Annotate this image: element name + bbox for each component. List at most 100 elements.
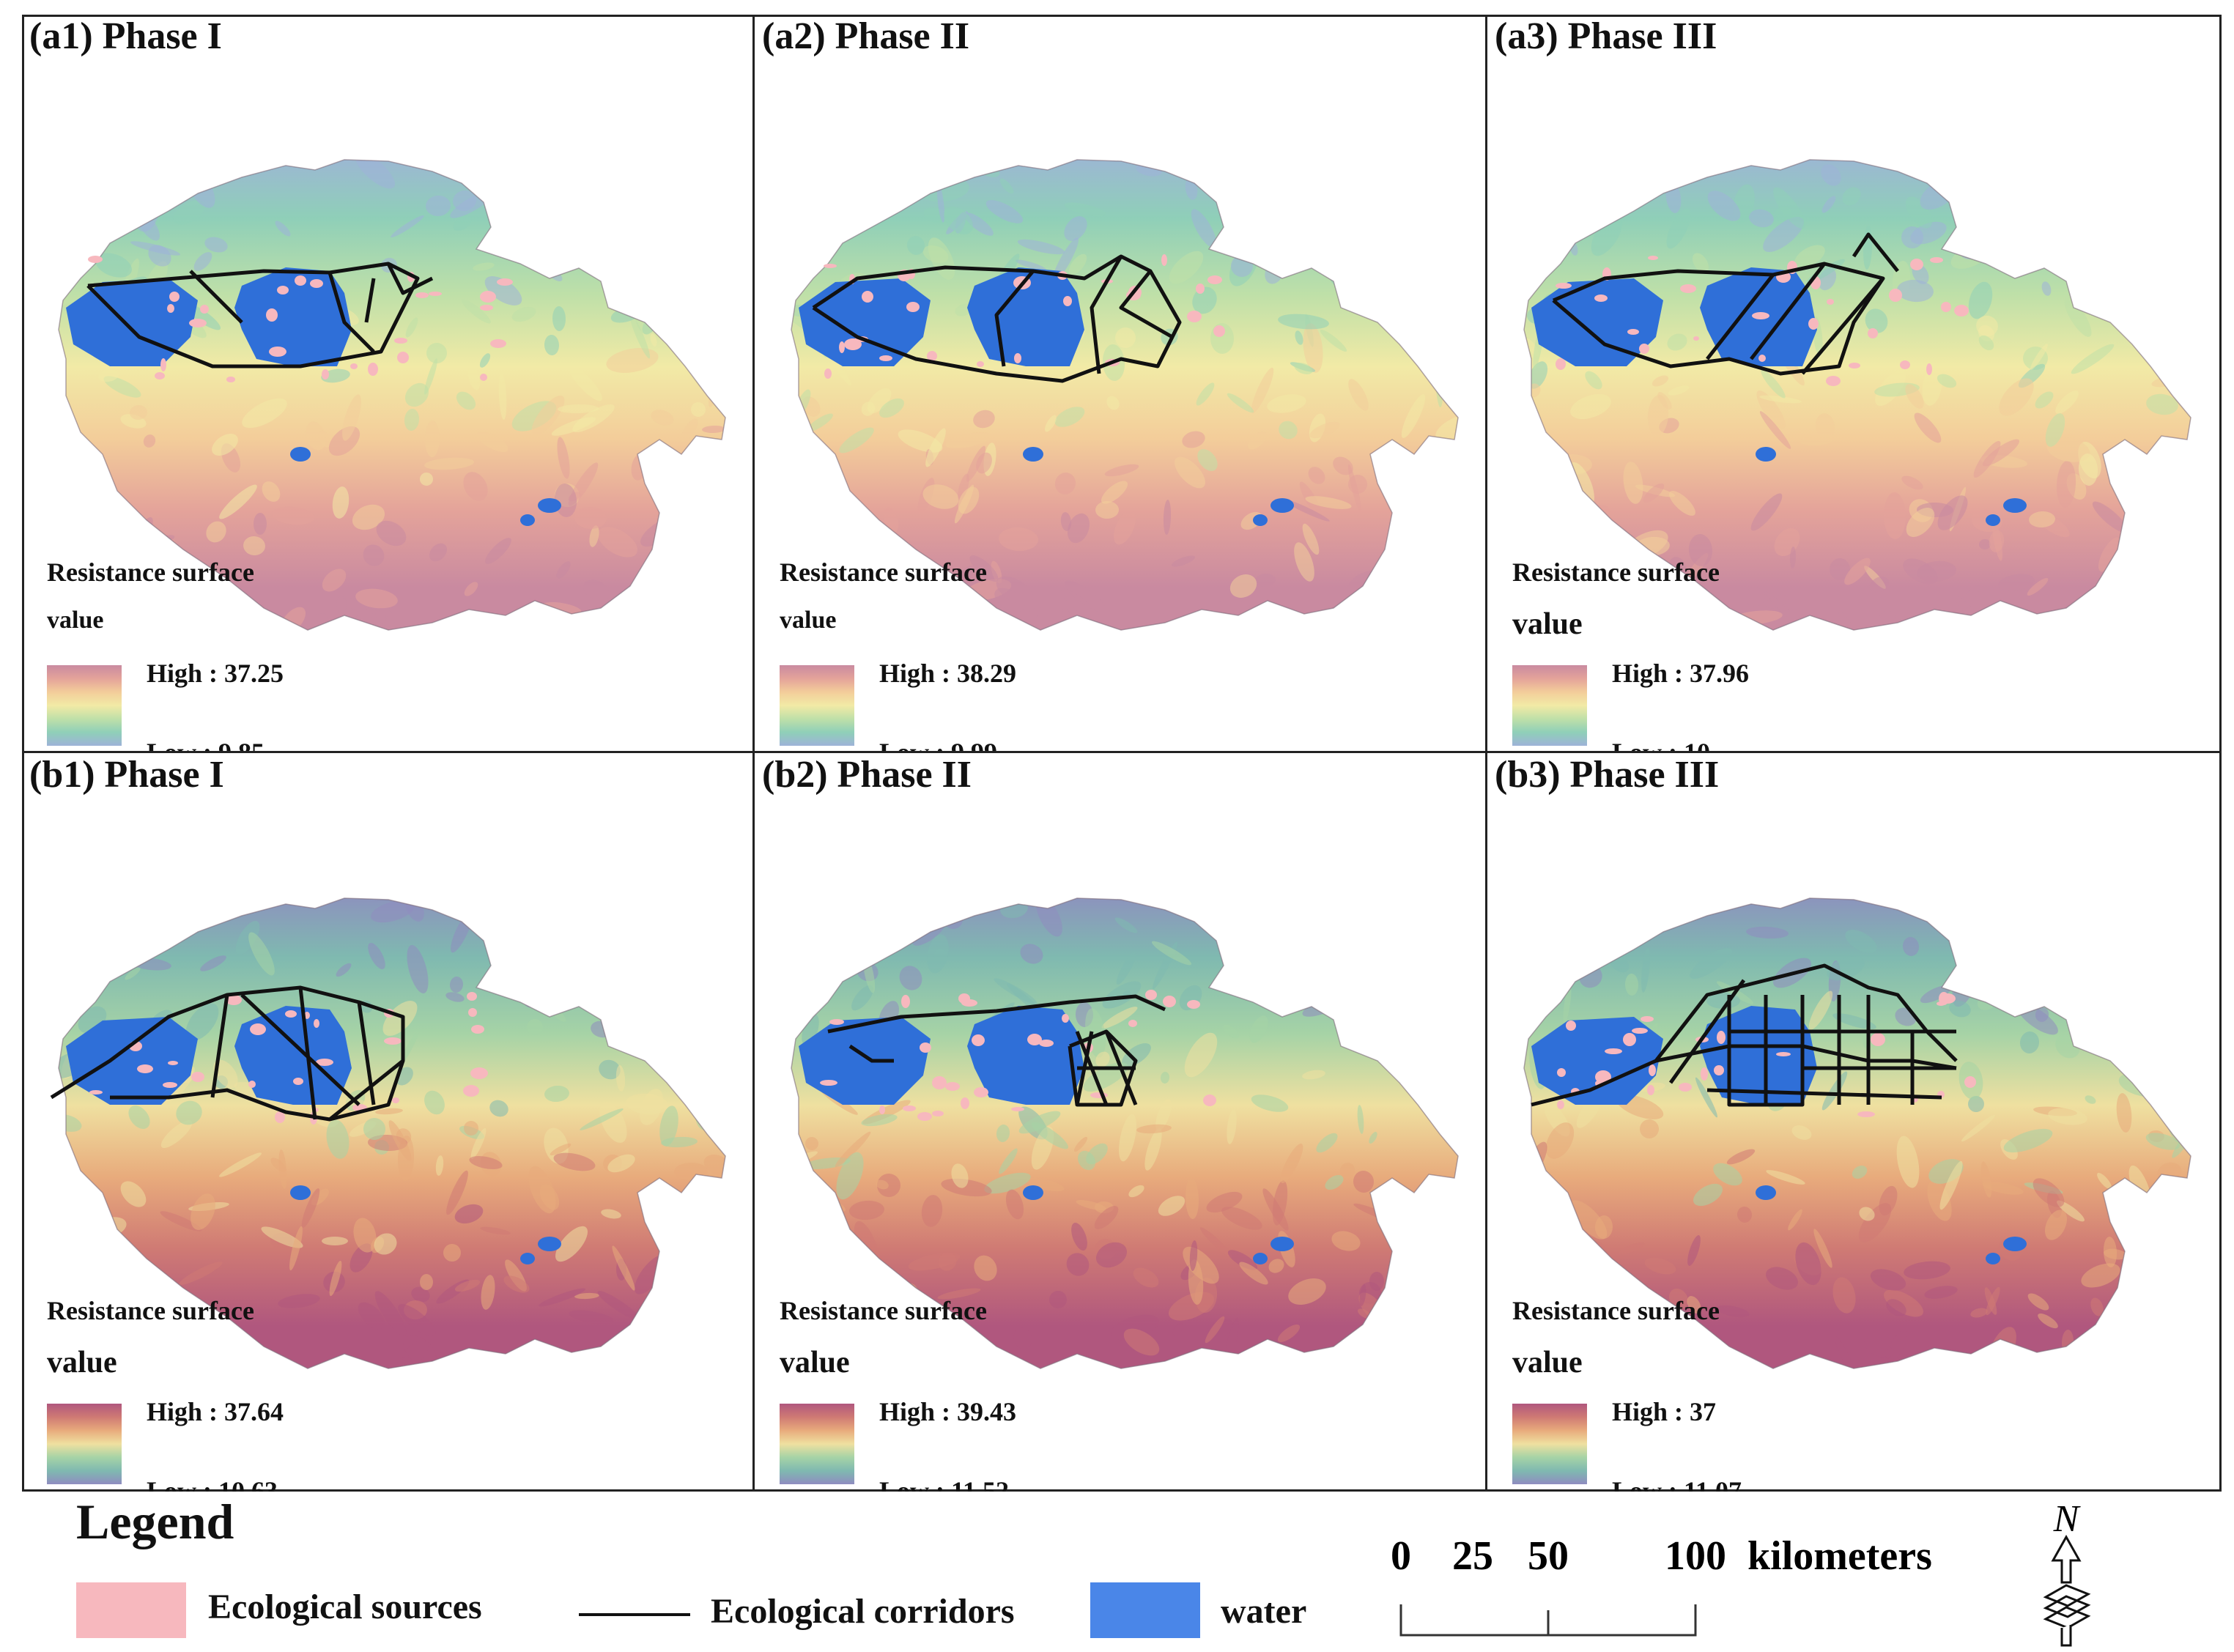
ecological-source-spot	[1776, 1052, 1791, 1056]
legend-value-label: value	[47, 607, 104, 634]
legend-high-value: High : 37.25	[147, 659, 284, 688]
scale-tick-0: 0	[1391, 1533, 1411, 1579]
ecological-source-spot	[1680, 284, 1696, 293]
ecological-source-spot	[322, 369, 329, 379]
ecological-source-spot	[1039, 1040, 1054, 1047]
lake-west	[66, 278, 198, 366]
ecological-source-spot	[480, 305, 493, 311]
legend-value-label: value	[780, 607, 837, 634]
ecological-source-spot	[415, 292, 429, 298]
ecological-source-spot	[471, 1025, 484, 1034]
panel-title-a3: (a3) Phase III	[1495, 15, 1717, 57]
legend-corridors-line	[579, 1613, 690, 1616]
resistance-map-a2	[791, 159, 1459, 631]
lake-central	[967, 1006, 1084, 1105]
ecological-source-spot	[1203, 1094, 1216, 1106]
legend-resistance-title: Resistance surface	[1512, 558, 1720, 587]
map-panel-b2: (b2) Phase II Resistance surface value High…	[755, 753, 1487, 1492]
legend-sources-swatch	[76, 1582, 186, 1638]
legend-color-ramp	[1512, 1404, 1587, 1484]
ecological-source-spot	[1827, 299, 1834, 305]
legend-water-label: water	[1221, 1592, 1307, 1631]
ecological-corridor	[210, 994, 229, 1098]
legend-low-value: Low : 11.52	[879, 1476, 1010, 1492]
ecological-source-spot	[824, 264, 837, 268]
ecological-source-spot	[277, 286, 289, 295]
ecological-source-spot	[1900, 360, 1910, 369]
legend-color-ramp	[47, 665, 122, 746]
resistance-map-a3	[1523, 159, 2192, 631]
legend-low-value: Low : 9.85	[147, 738, 265, 753]
legend-value-label: value	[1512, 1346, 1583, 1379]
panel-title-b3: (b3) Phase III	[1495, 754, 1720, 796]
ecological-source-spot	[824, 368, 832, 379]
scale-tick-100: 100	[1665, 1533, 1726, 1579]
ecological-source-spot	[1758, 355, 1766, 362]
ecological-source-spot	[1693, 336, 1699, 341]
ecological-source-spot	[160, 358, 166, 371]
ecological-source-spot	[394, 338, 407, 344]
ecological-corridor	[1531, 963, 1958, 1107]
ecological-source-spot	[1939, 993, 1956, 1004]
ecological-source-spot	[1556, 283, 1572, 289]
ecological-source-spot	[1557, 1100, 1564, 1109]
ecological-corridor	[189, 270, 243, 324]
ecological-source-spot	[1808, 318, 1819, 330]
legend-resistance-title: Resistance surface	[780, 558, 987, 587]
ecological-source-spot	[490, 339, 506, 348]
ecological-source-spot	[1647, 1085, 1654, 1095]
ecological-source-spot	[862, 291, 873, 303]
ecological-source-spot	[200, 305, 209, 314]
ecological-source-spot	[917, 1112, 932, 1121]
ecological-source-spot	[1857, 1111, 1875, 1117]
resistance-map-b3	[1523, 897, 2192, 1369]
ecological-source-spot	[1826, 376, 1841, 386]
ecological-corridor	[1706, 1088, 1942, 1100]
legend-color-ramp	[47, 1404, 122, 1484]
resistance-map-a1	[58, 159, 726, 631]
ecological-source-spot	[972, 1034, 985, 1046]
ecological-source-spot	[1639, 344, 1649, 354]
ecological-source-spot	[295, 275, 306, 286]
ecological-source-spot	[1213, 325, 1225, 337]
ecological-source-spot	[879, 355, 892, 361]
ecological-corridor	[298, 987, 317, 1120]
ecological-source-spot	[1889, 289, 1902, 302]
ecological-source-spot	[829, 1019, 844, 1025]
ecological-source-spot	[266, 308, 278, 322]
ecological-source-spot	[1648, 256, 1658, 260]
ecological-source-spot	[226, 377, 235, 382]
ecological-source-spot	[269, 347, 286, 357]
ecological-source-spot	[920, 1042, 931, 1053]
ecological-source-spot	[1717, 1031, 1726, 1044]
ecological-source-spot	[1163, 996, 1176, 1007]
ecological-source-spot	[463, 1085, 479, 1097]
ecological-source-spot	[1161, 254, 1167, 266]
legend-high-value: High : 37	[1612, 1397, 1717, 1426]
ecological-source-spot	[285, 1010, 297, 1018]
ecological-source-spot	[293, 1078, 303, 1085]
map-panel-b3: (b3) Phase III Resistance surface value Hig…	[1487, 753, 2220, 1492]
ecological-source-spot	[961, 1097, 969, 1109]
scale-unit: kilometers	[1747, 1533, 1932, 1579]
legend-resistance-title: Resistance surface	[1512, 1296, 1720, 1325]
ecological-source-spot	[468, 1008, 477, 1017]
ecological-source-spot	[169, 292, 180, 302]
ecological-source-spot	[1849, 363, 1860, 368]
scale-tick-50: 50	[1528, 1533, 1569, 1579]
ecological-source-spot	[839, 341, 845, 353]
legend-low-value: Low : 11.07	[1612, 1476, 1742, 1492]
legend-resistance-title: Resistance surface	[780, 1296, 987, 1325]
ecological-source-spot	[480, 374, 487, 381]
ecological-source-spot	[88, 256, 103, 263]
ecological-source-spot	[932, 1111, 944, 1116]
ecological-source-spot	[1641, 1016, 1654, 1022]
ecological-corridor	[1706, 273, 1775, 360]
panel-title-b1: (b1) Phase I	[29, 754, 224, 796]
ecological-source-spot	[1595, 1070, 1611, 1084]
ecological-corridor	[994, 270, 1035, 367]
north-arrow-icon: N	[2043, 1498, 2091, 1647]
ecological-source-spot	[1701, 1067, 1708, 1081]
ecological-source-spot	[1937, 1001, 1945, 1006]
ecological-source-spot	[1752, 312, 1769, 319]
